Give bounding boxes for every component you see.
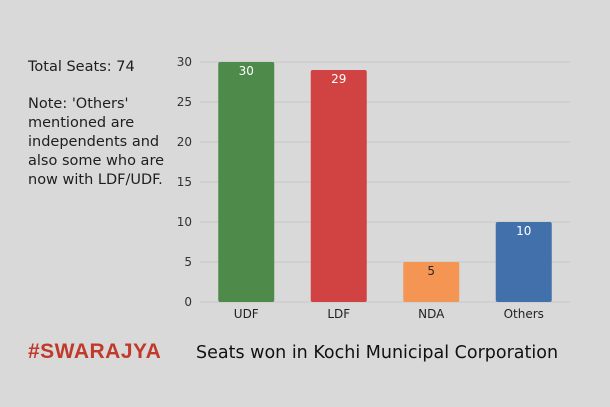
side-notes: Total Seats: 74 Note: 'Others' mentioned… xyxy=(28,58,178,190)
x-tick-label: LDF xyxy=(327,307,350,321)
bar-chart: 0 5 10 15 20 25 30 30 29 5 10 UDF LDF NDA Others xyxy=(177,55,570,321)
bar-udf xyxy=(218,62,275,302)
bar-ldf xyxy=(310,70,367,302)
note-text: Note: 'Others' mentioned are independent… xyxy=(28,96,165,188)
x-tick-label: UDF xyxy=(234,307,259,321)
data-label: 5 xyxy=(427,264,435,278)
data-label: 30 xyxy=(239,64,254,78)
x-tick-label: NDA xyxy=(418,307,445,321)
bar-nda xyxy=(403,262,460,302)
y-tick-label: 15 xyxy=(177,175,192,189)
y-tick-label: 25 xyxy=(177,95,192,109)
brand-logo: #SWARAJYA xyxy=(28,340,162,363)
y-tick-label: 10 xyxy=(177,215,192,229)
bar-others xyxy=(495,222,552,302)
y-tick-label: 30 xyxy=(177,55,192,69)
x-axis-ticks: UDF LDF NDA Others xyxy=(234,307,544,321)
y-tick-label: 0 xyxy=(184,295,192,309)
chart-title: Seats won in Kochi Municipal Corporation xyxy=(196,343,559,363)
total-seats-text: Total Seats: 74 xyxy=(28,59,135,75)
x-tick-label: Others xyxy=(504,307,544,321)
y-tick-label: 20 xyxy=(177,135,192,149)
data-label: 29 xyxy=(331,72,346,86)
bars: 30 29 5 10 xyxy=(218,62,552,302)
y-axis-ticks: 0 5 10 15 20 25 30 xyxy=(177,55,192,309)
y-tick-label: 5 xyxy=(184,255,192,269)
data-label: 10 xyxy=(516,224,531,238)
